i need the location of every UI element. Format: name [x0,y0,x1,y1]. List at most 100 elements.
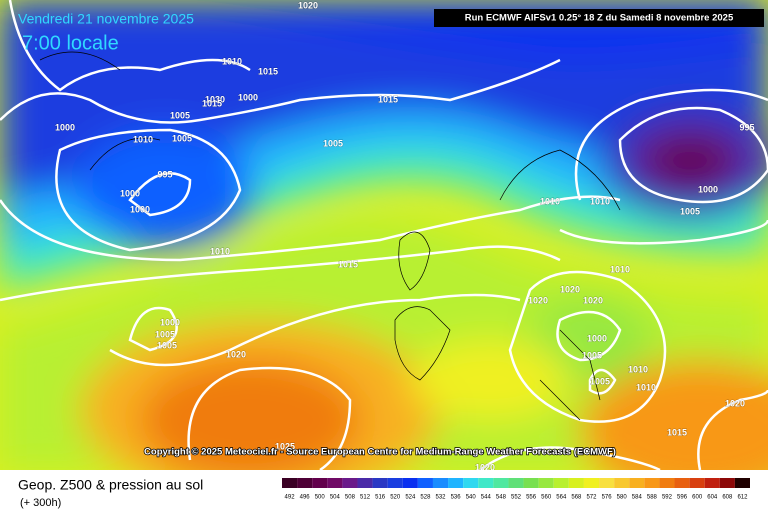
scale-swatch [463,478,479,488]
scale-swatch [583,478,600,488]
scale-label: 540 [466,495,477,501]
isobar-label: 1020 [560,284,580,294]
scale-label: 564 [556,495,567,501]
scale-swatch [553,478,569,488]
isobar-label: 1000 [238,92,258,102]
isobar-labels: 1020101010151030101510001005101010001005… [54,0,755,472]
scale-label: 576 [602,495,613,501]
scale-swatch [327,478,343,488]
scale-label: 528 [420,495,431,501]
isobar-label: 1005 [155,329,175,339]
legend-bar [0,470,768,512]
scale-label: 588 [647,495,658,501]
isobar-label: 995 [157,169,172,179]
scale-label: 548 [496,495,507,501]
scale-label: 572 [586,495,597,501]
isobar-label: 1005 [680,206,700,216]
scale-label: 604 [707,495,718,501]
scale-swatch [659,478,675,488]
scale-swatch [372,478,388,488]
scale-swatch [432,478,449,488]
scale-label: 600 [692,495,703,501]
scale-swatch [448,478,464,488]
scale-label: 592 [662,495,673,501]
isobar-label: 1020 [583,295,603,305]
run-info: Run ECMWF AIFSv1 0.25° 18 Z du Samedi 8 … [465,13,734,24]
scale-swatch [523,478,539,488]
scale-swatch [402,478,418,488]
isobar-label: 1000 [130,204,150,214]
isobar-label: 1010 [610,264,630,274]
coastlines [39,51,621,421]
scale-swatch [629,478,645,488]
isobar-label: 1020 [475,462,495,472]
isobar-label: 1015 [667,427,687,437]
isobar-label: 1010 [590,196,610,206]
scale-swatch [704,478,720,488]
scale-swatch [282,478,298,488]
isobar-label: 1000 [120,188,140,198]
scale-swatch [417,478,433,488]
isobar-label: 1005 [170,110,190,120]
scale-swatch [357,478,373,488]
scale-swatch [387,478,403,488]
scale-swatch [599,478,615,488]
scale-swatch [312,478,328,488]
isobar-label: 1020 [725,398,745,408]
scale-label: 500 [315,495,326,501]
scale-label: 504 [330,495,341,501]
isobar-label: 1010 [210,246,230,256]
isobar-label: 1005 [157,340,177,350]
time: 7:00 locale [22,32,119,54]
isobar-label: 1005 [590,376,610,386]
scale-swatch [644,478,660,488]
color-scale: 492 496 500 504 508 512 516 520 524 528 532 536 540 5… [282,478,750,501]
isobar-label: 1015 [202,98,222,108]
scale-swatch [478,478,494,488]
isobar-label: 1015 [378,94,398,104]
scale-swatch [297,478,313,488]
isobars [0,0,768,470]
map: 1020101010151030101510001005101010001005… [0,0,768,472]
isobar-label: 1005 [582,350,602,360]
scale-swatch [719,478,735,488]
isobar-label: 995 [739,122,754,132]
scale-swatch [614,478,630,488]
scale-swatch [689,478,705,488]
scale-label: 556 [526,495,537,501]
scale-swatch [493,478,509,488]
isobar-label: 1010 [636,382,656,392]
isobar-label: 1005 [172,133,192,143]
isobar-label: 1000 [587,333,607,343]
scale-label: 560 [541,495,552,501]
isobar-label: 1010 [628,364,648,374]
isobar-label: 1015 [258,66,278,76]
scale-swatch [568,478,584,488]
scale-swatch [342,478,358,488]
isobar-label: 1015 [338,259,358,269]
scale-label: 532 [436,495,447,501]
isobar-label: 1000 [698,184,718,194]
scale-swatch [674,478,690,488]
scale-label: 584 [632,495,643,501]
legend-title: Geop. Z500 & pression au sol [18,477,203,493]
lead-time: (+ 300h) [20,497,61,509]
isobar-label: 1020 [298,0,318,10]
isobar-label: 1020 [528,295,548,305]
isobar-label: 1010 [133,134,153,144]
copyright: Copyright © 2025 Meteociel.fr - Source E… [144,447,616,458]
date: Vendredi 21 novembre 2025 [18,11,194,27]
scale-label: 596 [677,495,688,501]
isobar-label: 1000 [160,317,180,327]
scale-label: 516 [375,495,386,501]
scale-label: 580 [617,495,628,501]
scale-label: 496 [300,495,311,501]
run-box [434,9,764,27]
scale-label: 524 [405,495,416,501]
scale-label: 568 [571,495,582,501]
isobar-label: 1010 [222,56,242,66]
scale-label: 512 [360,495,371,501]
scale-label: 520 [390,495,401,501]
isobar-label: 1010 [540,196,560,206]
